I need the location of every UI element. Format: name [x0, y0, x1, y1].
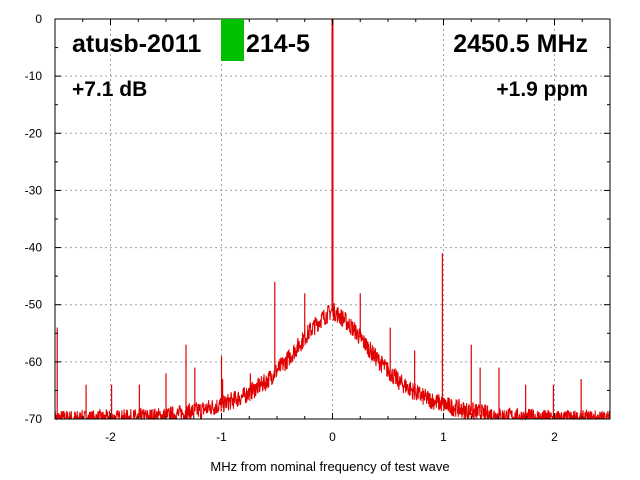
device-suffix-label: 214-5	[246, 30, 310, 58]
y-tick-label: -60	[25, 355, 43, 369]
x-tick-label: 2	[551, 430, 558, 444]
x-tick-label: -2	[105, 430, 116, 444]
y-tick-label: -70	[25, 412, 43, 426]
y-tick-label: -50	[25, 298, 43, 312]
x-tick-label: 1	[440, 430, 447, 444]
x-tick-label: -1	[216, 430, 227, 444]
spectrum-trace	[54, 19, 611, 421]
x-axis-label: MHz from nominal frequency of test wave	[210, 459, 449, 474]
y-tick-label: -30	[25, 183, 43, 197]
y-tick-label: -20	[25, 126, 43, 140]
green-marker	[221, 19, 244, 61]
gain-label: +7.1 dB	[72, 78, 147, 101]
y-tick-labels: 0 -10 -20 -30 -40 -50 -60 -70	[25, 12, 43, 426]
x-tick-labels: -2 -1 0 1 2	[105, 430, 558, 444]
x-tick-label: 0	[329, 430, 336, 444]
axis-ticks	[54, 18, 611, 420]
device-label: atusb-2011	[72, 30, 201, 58]
y-tick-label: -40	[25, 241, 43, 255]
y-tick-label: -10	[25, 69, 43, 83]
y-tick-label: 0	[35, 12, 42, 26]
frequency-label: 2450.5 MHz	[453, 30, 588, 58]
offset-label: +1.9 ppm	[496, 78, 588, 101]
